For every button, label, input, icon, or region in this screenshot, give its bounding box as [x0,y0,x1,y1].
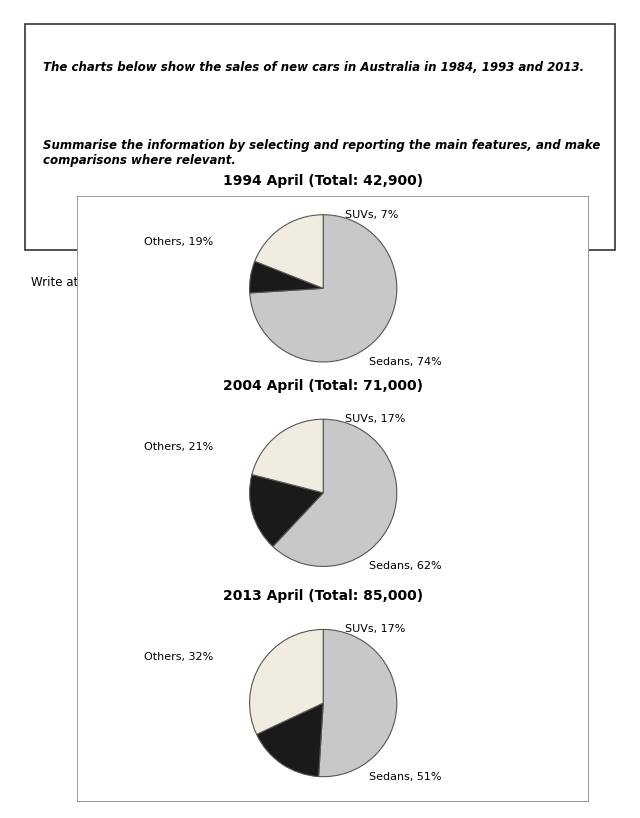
Text: SUVs, 17%: SUVs, 17% [346,414,406,425]
Wedge shape [250,261,323,293]
Text: Others, 19%: Others, 19% [143,237,212,247]
Title: 1994 April (Total: 42,900): 1994 April (Total: 42,900) [223,174,423,188]
Text: Sedans, 74%: Sedans, 74% [369,357,442,367]
Wedge shape [255,214,323,288]
Text: Summarise the information by selecting and reporting the main features, and make: Summarise the information by selecting a… [44,139,600,168]
Text: SUVs, 17%: SUVs, 17% [346,624,406,635]
Text: Others, 32%: Others, 32% [143,652,212,662]
Text: Sedans, 62%: Sedans, 62% [369,561,442,572]
Text: Others, 21%: Others, 21% [143,442,212,452]
Wedge shape [273,419,397,566]
Wedge shape [250,630,323,735]
Text: Sedans, 51%: Sedans, 51% [369,771,442,782]
Title: 2013 April (Total: 85,000): 2013 April (Total: 85,000) [223,589,423,603]
Wedge shape [319,630,397,776]
Wedge shape [257,703,323,776]
Text: SUVs, 7%: SUVs, 7% [346,209,399,220]
FancyBboxPatch shape [77,196,589,802]
Wedge shape [252,419,323,492]
Text: The charts below show the sales of new cars in Australia in 1984, 1993 and 2013.: The charts below show the sales of new c… [44,61,584,74]
Wedge shape [250,474,323,546]
Title: 2004 April (Total: 71,000): 2004 April (Total: 71,000) [223,379,423,393]
FancyBboxPatch shape [25,24,615,250]
Wedge shape [250,214,397,362]
Text: Write at least 150 words.: Write at least 150 words. [31,276,180,289]
